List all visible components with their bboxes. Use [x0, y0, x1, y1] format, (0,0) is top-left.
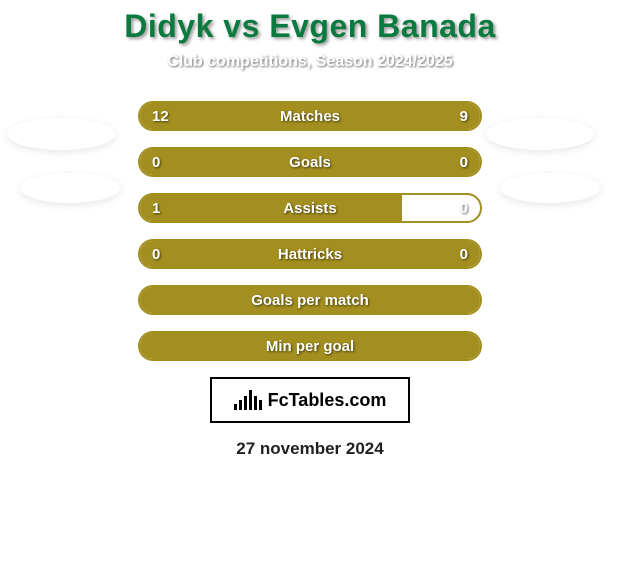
stat-fill-left: [140, 241, 310, 267]
stat-row: Min per goal: [138, 331, 482, 361]
avatar-placeholder-right: [500, 173, 600, 203]
chart-area: Matches129 Goals00 Assists10 Hattricks00 Goa…: [0, 101, 620, 361]
page-title: Didyk vs Evgen Banada: [0, 0, 620, 45]
source-logo: FcTables.com: [210, 377, 410, 423]
logo-bars-icon: [234, 390, 262, 410]
stat-row: Assists10: [138, 193, 482, 223]
comparison-infographic: Didyk vs Evgen Banada Club competitions,…: [0, 0, 620, 580]
avatar-placeholder-right: [486, 118, 594, 150]
stat-fill-left: [140, 333, 480, 359]
stat-row: Goals00: [138, 147, 482, 177]
subtitle: Club competitions, Season 2024/2025: [0, 53, 620, 71]
stat-fill-right: [334, 103, 480, 129]
stat-fill-left: [140, 103, 334, 129]
stat-fill-left: [140, 195, 402, 221]
avatar-placeholder-left: [20, 173, 120, 203]
stat-fill-left: [140, 287, 480, 313]
stat-fill-left: [140, 149, 310, 175]
stat-fill-right: [310, 241, 480, 267]
stat-row: Hattricks00: [138, 239, 482, 269]
logo-text: FcTables.com: [268, 390, 387, 411]
avatar-placeholder-left: [7, 118, 115, 150]
stat-value-right: 0: [460, 195, 468, 221]
stat-fill-right: [310, 149, 480, 175]
stat-row: Goals per match: [138, 285, 482, 315]
stat-rows: Matches129 Goals00 Assists10 Hattricks00 Goa…: [138, 101, 482, 361]
stat-row: Matches129: [138, 101, 482, 131]
date-caption: 27 november 2024: [0, 439, 620, 459]
